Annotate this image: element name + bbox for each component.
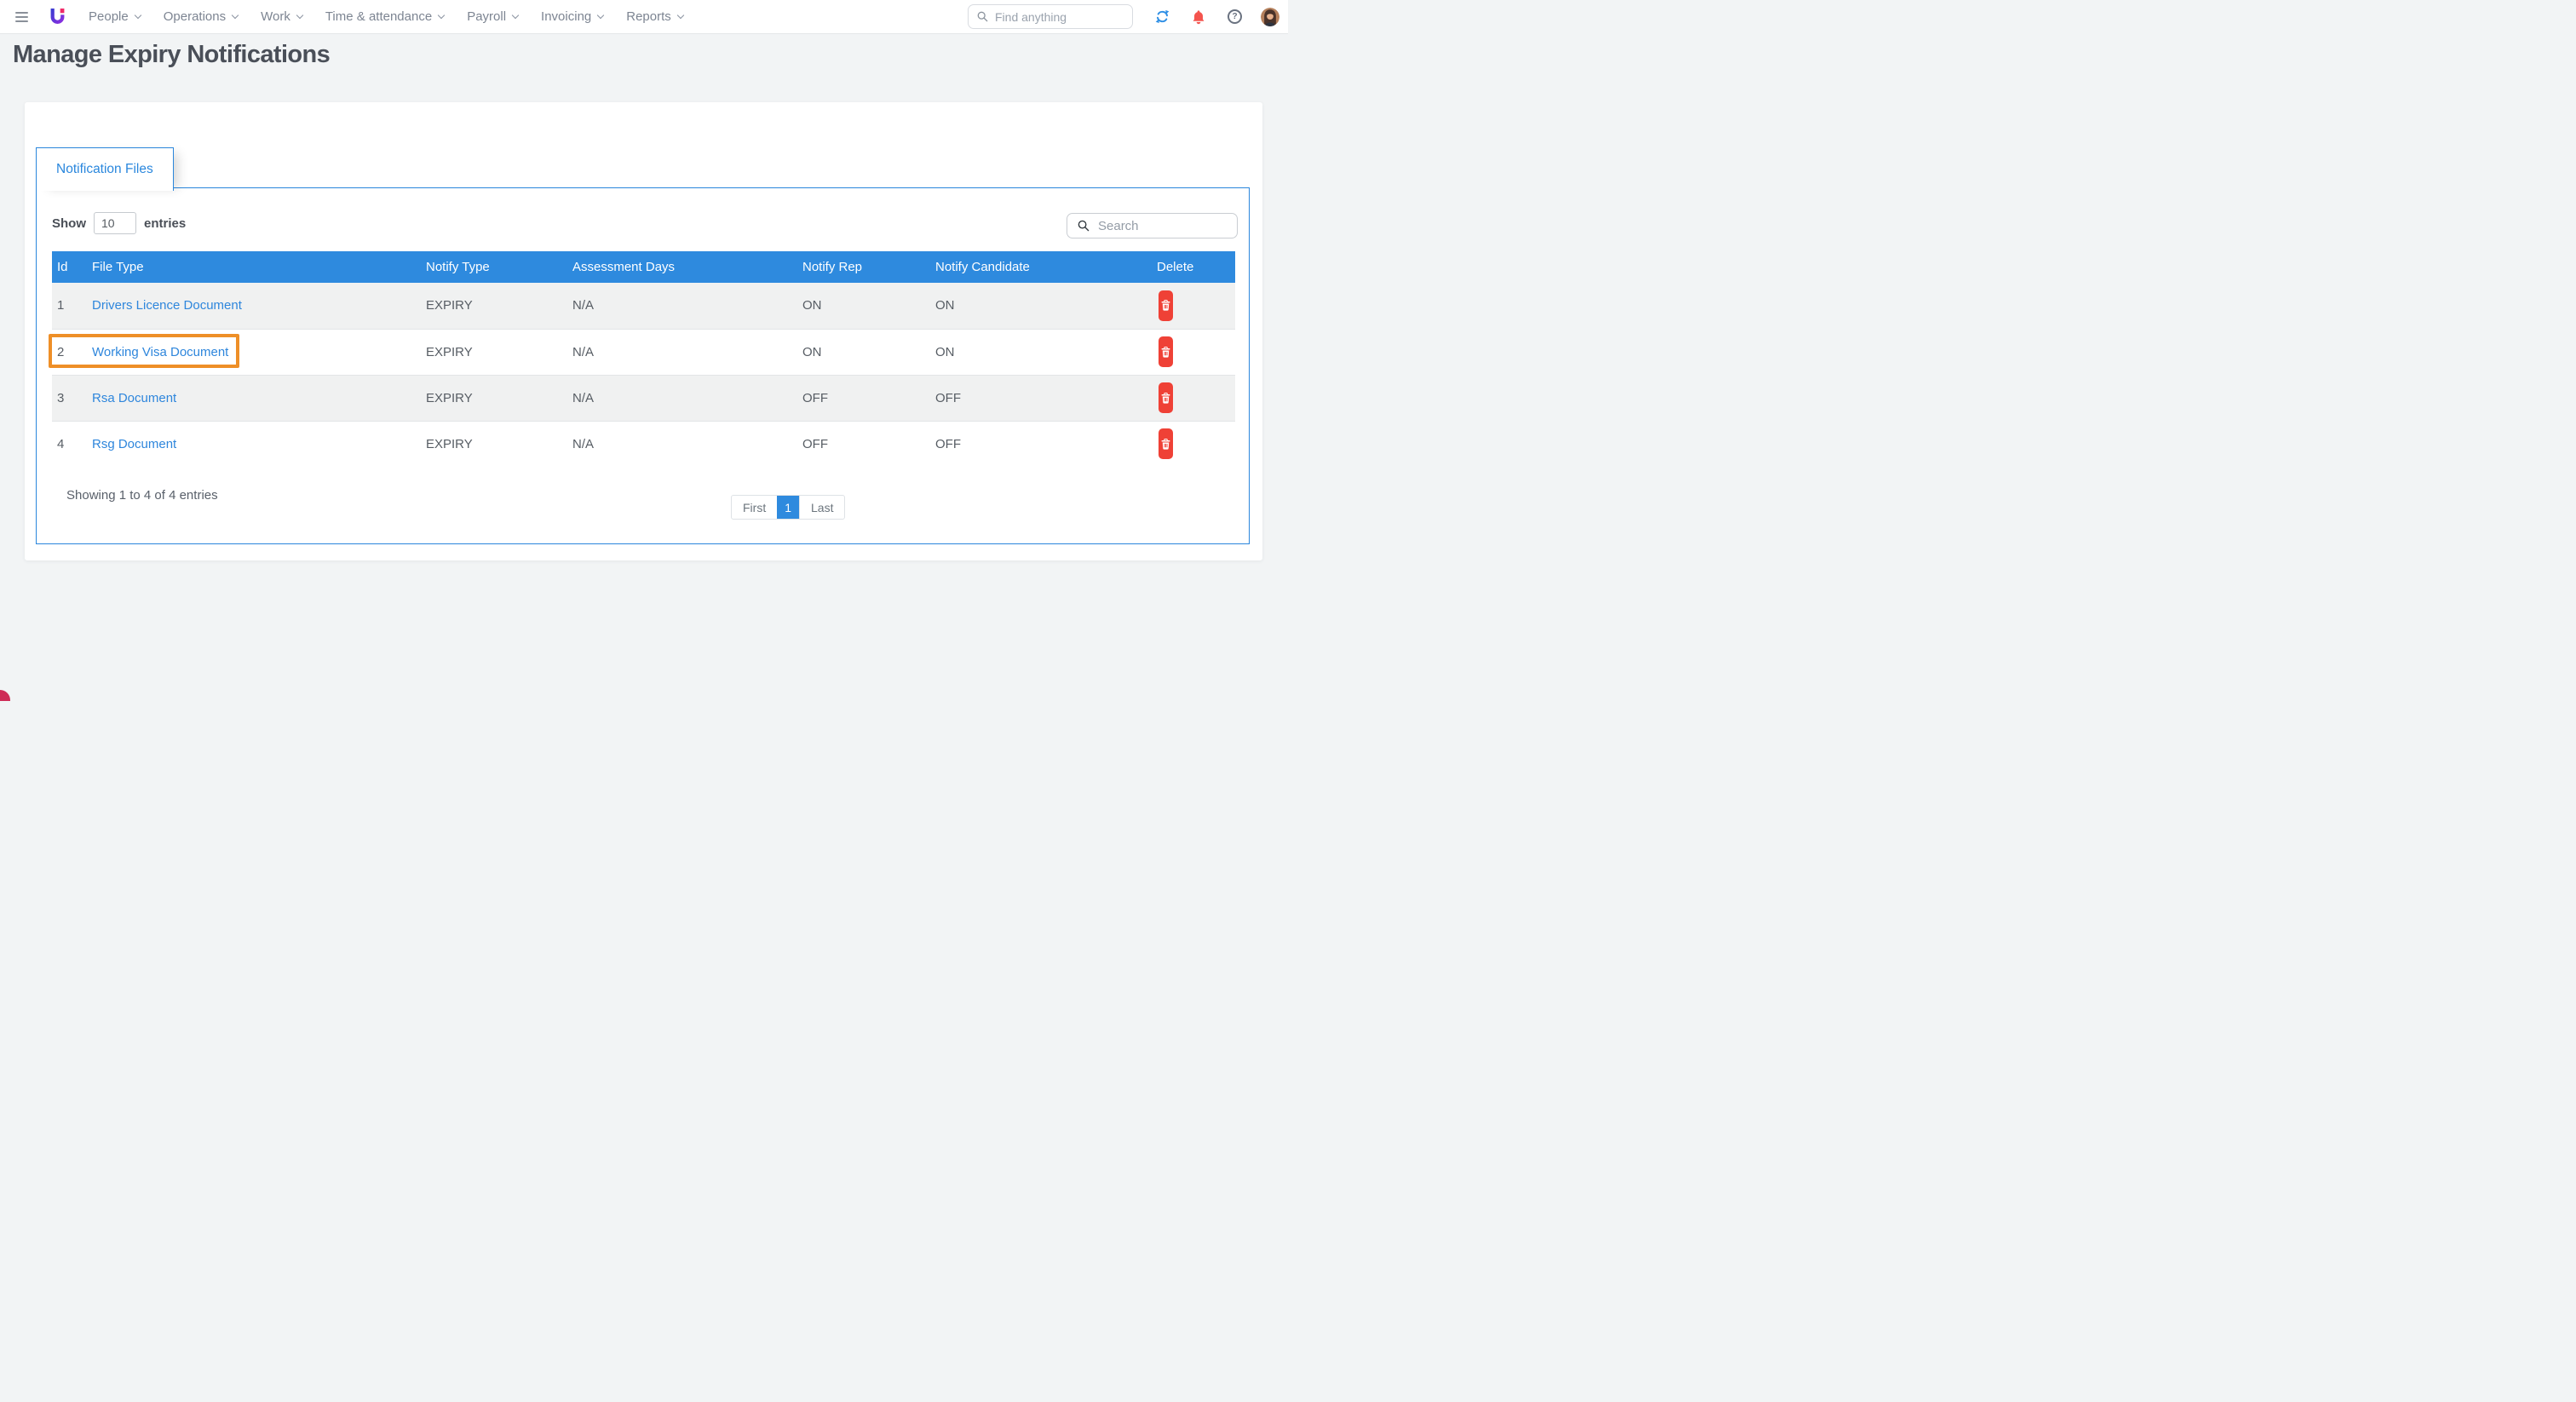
cell-notify-rep: ON (802, 298, 822, 313)
menu-item-time-attendance[interactable]: Time & attendance (325, 9, 446, 24)
column-header-notify-type: Notify Type (421, 251, 567, 283)
main-menu: People Operations Work Time & attendance… (89, 9, 685, 24)
chevron-down-icon (597, 11, 605, 19)
menu-item-invoicing[interactable]: Invoicing (541, 9, 605, 24)
table-row: 1 Drivers Licence Document EXPIRY N/A ON… (52, 283, 1235, 329)
delete-button[interactable] (1159, 290, 1173, 321)
cell-notify-type: EXPIRY (426, 298, 473, 313)
menu-item-work[interactable]: Work (261, 9, 304, 24)
page-size-control: Show entries (52, 210, 186, 236)
table-row: 4 Rsg Document EXPIRY N/A OFF OFF (52, 421, 1235, 467)
trash-icon (1161, 438, 1170, 450)
table-header-row: Id File Type Notify Type Assessment Days… (52, 251, 1235, 283)
column-header-assessment-days: Assessment Days (567, 251, 797, 283)
column-header-delete: Delete (1152, 251, 1235, 283)
user-avatar[interactable] (1261, 7, 1279, 26)
bell-icon[interactable] (1192, 9, 1205, 25)
notification-files-panel: Show entries Id File Type Notify Type As… (36, 187, 1250, 544)
cell-notify-rep: OFF (802, 436, 828, 451)
column-header-file-type: File Type (87, 251, 421, 283)
table-row: 3 Rsa Document EXPIRY N/A OFF OFF (52, 375, 1235, 421)
file-type-link[interactable]: Rsg Document (92, 436, 177, 451)
pagination-page-1-button[interactable]: 1 (777, 496, 800, 519)
menu-item-people[interactable]: People (89, 9, 141, 24)
cell-assessment-days: N/A (572, 436, 595, 451)
delete-button[interactable] (1159, 428, 1173, 460)
content-card: Notification Files Show entries Id File … (25, 102, 1262, 560)
column-header-id: Id (52, 251, 87, 283)
cell-notify-candidate: ON (935, 298, 955, 313)
chevron-down-icon (231, 11, 239, 19)
cell-assessment-days: N/A (572, 344, 595, 359)
file-type-link[interactable]: Drivers Licence Document (92, 298, 242, 313)
chevron-down-icon (511, 11, 520, 19)
cell-id: 4 (57, 436, 65, 451)
page-title: Manage Expiry Notifications (13, 41, 331, 68)
cell-notify-candidate: OFF (935, 436, 961, 451)
menu-item-payroll[interactable]: Payroll (467, 9, 520, 24)
table-row-highlighted: 2 Working Visa Document EXPIRY N/A ON ON (52, 329, 1235, 375)
chevron-down-icon (296, 11, 304, 19)
refresh-icon[interactable] (1155, 9, 1170, 24)
pagination-first-button[interactable]: First (743, 500, 767, 514)
top-navigation-bar: People Operations Work Time & attendance… (0, 0, 1288, 33)
menu-item-operations[interactable]: Operations (164, 9, 239, 24)
file-type-link[interactable]: Rsa Document (92, 390, 177, 405)
table-search-box[interactable] (1067, 213, 1238, 238)
entries-label: entries (144, 215, 187, 231)
show-label: Show (52, 215, 86, 231)
trash-icon (1161, 346, 1170, 358)
trash-icon (1161, 300, 1170, 311)
file-type-link[interactable]: Working Visa Document (92, 344, 229, 359)
cell-id: 2 (57, 344, 65, 359)
cell-notify-rep: ON (802, 344, 822, 359)
delete-button[interactable] (1159, 382, 1173, 413)
cell-notify-type: EXPIRY (426, 436, 473, 451)
cell-id: 1 (57, 298, 65, 313)
tab-notification-files[interactable]: Notification Files (36, 147, 174, 191)
chat-bubble-icon[interactable] (0, 690, 10, 701)
logo-u-icon (50, 9, 65, 24)
menu-item-reports[interactable]: Reports (626, 9, 685, 24)
column-header-notify-candidate: Notify Candidate (930, 251, 1152, 283)
trash-icon (1161, 392, 1170, 404)
global-search-box[interactable] (968, 4, 1133, 29)
table-search-input[interactable] (1098, 218, 1226, 233)
cell-assessment-days: N/A (572, 298, 595, 313)
cell-assessment-days: N/A (572, 390, 595, 405)
pagination: First 1 Last (731, 495, 846, 520)
search-icon (1078, 220, 1090, 232)
notification-files-table: Id File Type Notify Type Assessment Days… (52, 251, 1235, 467)
cell-notify-candidate: OFF (935, 390, 961, 405)
cell-id: 3 (57, 390, 65, 405)
chevron-down-icon (437, 11, 446, 19)
brand-logo[interactable] (50, 9, 65, 25)
global-search-input[interactable] (995, 9, 1114, 24)
hamburger-icon[interactable] (15, 9, 28, 25)
chevron-down-icon (676, 11, 685, 19)
cell-notify-candidate: ON (935, 344, 955, 359)
cell-notify-rep: OFF (802, 390, 828, 405)
page-size-input[interactable] (94, 212, 136, 234)
cell-notify-type: EXPIRY (426, 390, 473, 405)
search-icon (977, 11, 988, 22)
chevron-down-icon (134, 11, 141, 19)
cell-notify-type: EXPIRY (426, 344, 473, 359)
column-header-notify-rep: Notify Rep (797, 251, 930, 283)
help-icon[interactable]: ? (1228, 9, 1242, 24)
pagination-last-button[interactable]: Last (799, 496, 844, 519)
table-summary: Showing 1 to 4 of 4 entries (66, 488, 218, 503)
delete-button[interactable] (1159, 336, 1173, 367)
